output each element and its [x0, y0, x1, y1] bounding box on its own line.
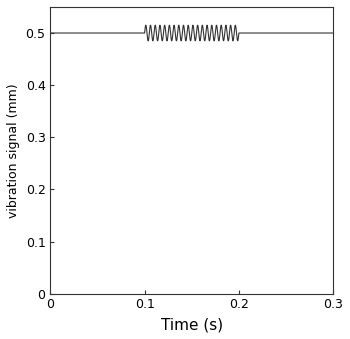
X-axis label: Time (s): Time (s) [161, 317, 223, 332]
Y-axis label: vibration signal (mm): vibration signal (mm) [7, 83, 20, 218]
